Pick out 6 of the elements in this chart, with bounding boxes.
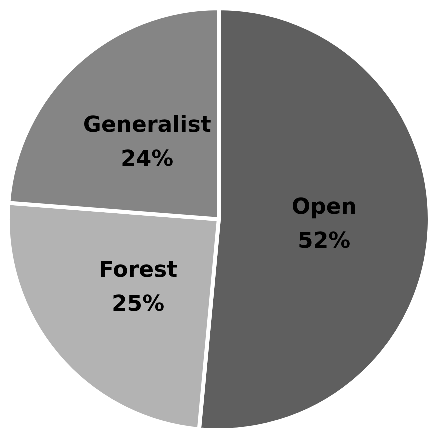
data-label: 25% xyxy=(112,292,165,318)
data-label: 52% xyxy=(298,229,351,254)
slice-label: Generalist xyxy=(83,112,212,138)
data-label: 24% xyxy=(121,146,174,172)
slice-label: Open xyxy=(292,195,357,220)
slice-label: Forest xyxy=(98,258,178,284)
